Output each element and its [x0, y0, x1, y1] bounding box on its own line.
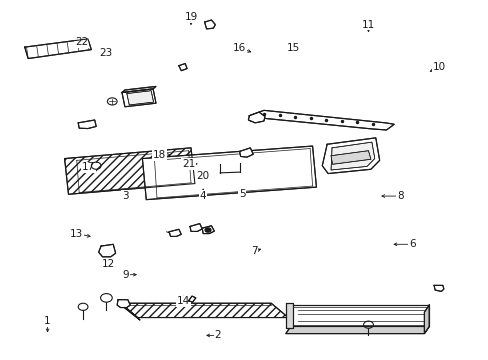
Text: 21: 21: [182, 159, 195, 169]
Polygon shape: [322, 138, 379, 174]
Polygon shape: [169, 229, 181, 237]
Polygon shape: [433, 285, 443, 292]
Text: 15: 15: [286, 43, 299, 53]
Polygon shape: [99, 244, 116, 257]
Polygon shape: [179, 64, 187, 71]
Polygon shape: [64, 148, 195, 194]
Polygon shape: [285, 327, 428, 334]
Text: 9: 9: [122, 270, 128, 280]
Text: 6: 6: [408, 239, 415, 249]
Polygon shape: [142, 146, 316, 200]
Polygon shape: [248, 112, 264, 123]
Text: 20: 20: [196, 171, 209, 181]
Text: 12: 12: [102, 259, 115, 269]
Polygon shape: [239, 148, 253, 157]
Text: 1: 1: [44, 316, 51, 326]
Text: 23: 23: [99, 48, 112, 58]
Polygon shape: [330, 151, 370, 164]
Circle shape: [204, 228, 210, 232]
Polygon shape: [249, 111, 393, 130]
Polygon shape: [25, 39, 91, 59]
Text: 19: 19: [184, 13, 197, 22]
Polygon shape: [204, 20, 215, 29]
Text: 3: 3: [122, 191, 128, 201]
Polygon shape: [120, 303, 287, 318]
Text: 2: 2: [214, 330, 221, 341]
Polygon shape: [120, 303, 140, 320]
Polygon shape: [122, 89, 156, 107]
Text: 16: 16: [233, 43, 246, 53]
Polygon shape: [117, 300, 130, 307]
Text: 7: 7: [250, 247, 257, 256]
Polygon shape: [285, 303, 292, 328]
Text: 22: 22: [75, 37, 88, 48]
Text: 18: 18: [152, 150, 166, 160]
Polygon shape: [330, 142, 374, 170]
Polygon shape: [424, 305, 428, 334]
Text: 8: 8: [396, 191, 403, 201]
Polygon shape: [122, 86, 156, 93]
Text: 13: 13: [70, 229, 83, 239]
Text: 5: 5: [238, 189, 245, 199]
Text: 4: 4: [200, 191, 206, 201]
Polygon shape: [202, 226, 214, 234]
Text: 10: 10: [431, 63, 445, 72]
Text: 11: 11: [361, 19, 374, 30]
Polygon shape: [126, 91, 153, 105]
Polygon shape: [190, 224, 202, 231]
Text: 17: 17: [82, 162, 95, 172]
Polygon shape: [188, 296, 196, 302]
Polygon shape: [78, 120, 96, 129]
Text: 14: 14: [177, 296, 190, 306]
Polygon shape: [290, 305, 428, 327]
